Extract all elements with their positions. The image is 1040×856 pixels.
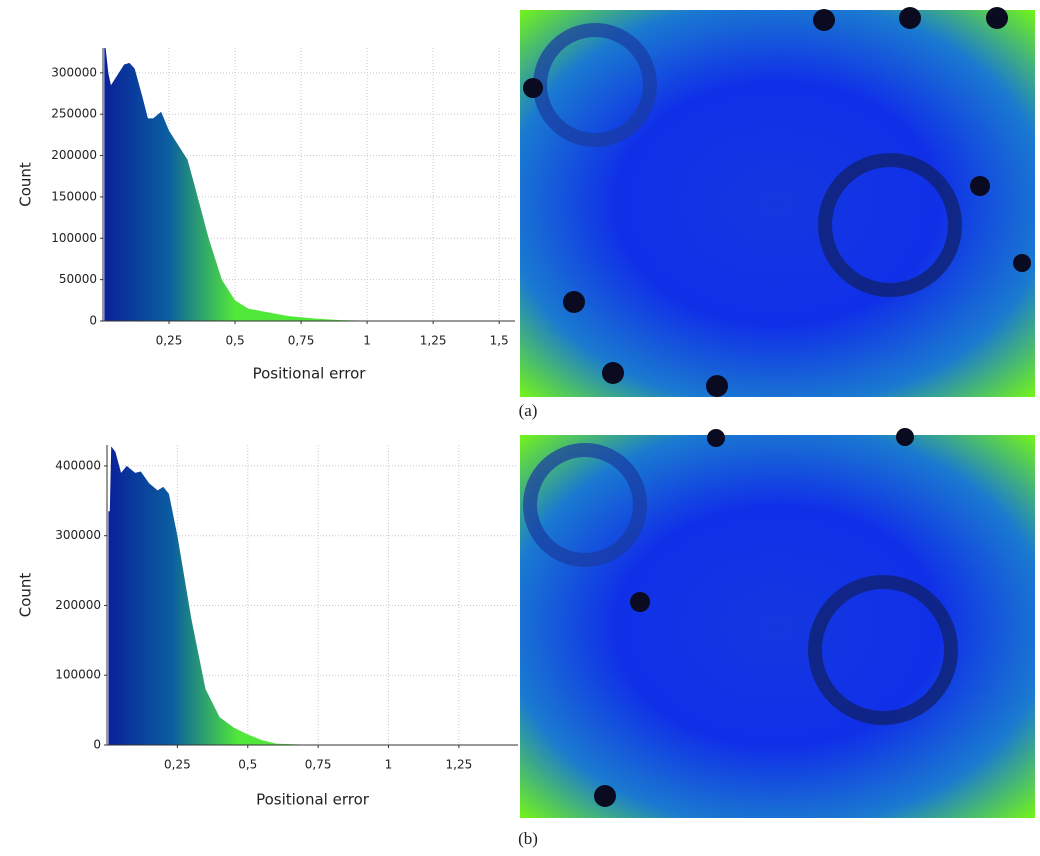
y-tick-label: 0 (93, 738, 101, 752)
y-tick-label: 50000 (59, 272, 97, 286)
x-tick-label: 0,25 (164, 758, 191, 772)
y-tick-label: 400000 (55, 458, 101, 472)
y-tick-label: 100000 (51, 231, 97, 245)
y-tick-label: 250000 (51, 107, 97, 121)
y-tick-label: 0 (89, 314, 97, 328)
x-tick-label: 0,75 (288, 334, 315, 348)
histogram-area (104, 48, 516, 321)
x-tick-label: 1 (363, 334, 371, 348)
x-tick-label: 1,25 (420, 334, 447, 348)
histogram-area (108, 446, 518, 745)
x-tick-label: 1,25 (446, 758, 473, 772)
y-axis-title: Count (17, 573, 35, 618)
y-tick-label: 200000 (55, 598, 101, 612)
y-tick-label: 200000 (51, 148, 97, 162)
y-tick-label: 100000 (55, 668, 101, 682)
y-axis-title: Count (17, 162, 35, 207)
chart: 0 50000 100000 150000 200000 250000 300000 0,25… (17, 48, 538, 420)
x-tick-label: 1 (385, 758, 393, 772)
x-tick-label: 0,75 (305, 758, 332, 772)
chart: 0 100000 200000 300000 400000 0,25 0,5 0,75 1 1,2… (17, 445, 538, 848)
y-tick-label: 150000 (51, 189, 97, 203)
heatmap-b (520, 428, 1035, 818)
x-tick-label: 0,25 (156, 334, 183, 348)
x-axis-title: Positional error (253, 365, 367, 383)
panel-caption: (b) (518, 829, 538, 848)
y-tick-label: 300000 (55, 528, 101, 542)
x-tick-label: 0,5 (226, 334, 245, 348)
panel-caption: (a) (519, 401, 538, 420)
y-tick-label: 300000 (51, 65, 97, 79)
x-tick-label: 0,5 (238, 758, 257, 772)
x-axis-title: Positional error (256, 791, 370, 809)
heatmap-a (520, 7, 1035, 397)
x-tick-label: 1,5 (490, 334, 509, 348)
